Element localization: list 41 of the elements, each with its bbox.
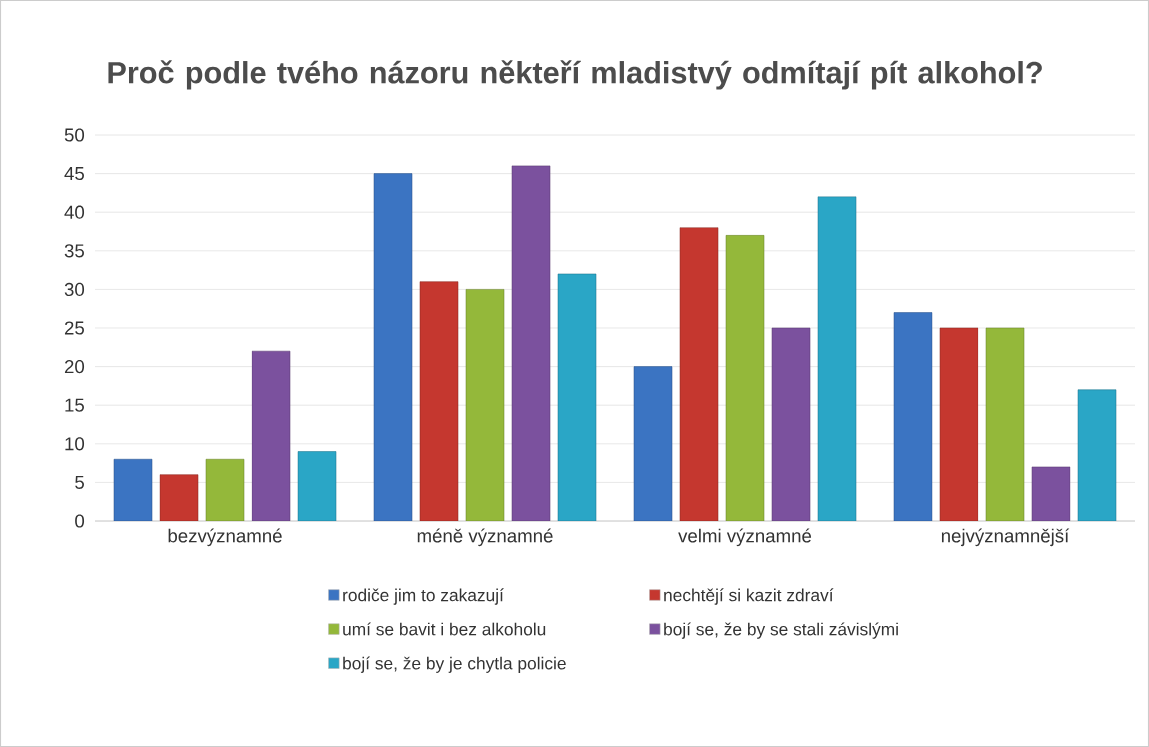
y-tick-label: 30 [64,282,85,297]
bar [373,173,413,521]
bar [939,327,979,521]
legend-label: nechtějí si kazit zdraví [664,588,834,605]
bar [725,235,765,521]
bar [159,474,199,521]
bar [251,350,291,521]
bar [113,458,153,521]
x-tick-label: velmi významné [678,528,812,547]
bar [419,281,459,521]
bar [817,196,857,521]
bar [1031,466,1071,521]
y-tick-label: 10 [65,437,85,451]
chart-title: Proč podle tvého názoru někteří mladistvý odmítají pít alkohol? [108,60,1042,90]
y-tick-label: 25 [64,321,84,335]
y-tick-label: 40 [64,205,85,219]
bar [557,273,597,521]
bar [297,451,337,521]
x-tick-label: méně významné [417,528,553,547]
bar [633,366,673,521]
legend-label: rodiče jim to zakazují [343,588,504,605]
y-tick-label: 15 [65,398,84,412]
bar [465,289,505,521]
y-tick-label: 45 [64,167,84,181]
y-tick-label: 35 [64,244,84,258]
x-tick-label: nejvýznamnější [941,528,1070,547]
bar [511,165,551,521]
bar [1077,389,1117,521]
bar [679,227,719,521]
legend-label: bojí se, že by je chytla policie [343,656,566,673]
y-tick-label: 0 [75,514,85,528]
y-tick-label: 20 [64,359,85,374]
legend-label: umí se bavit i bez alkoholu [343,622,546,636]
y-tick-label: 50 [64,128,85,142]
bar [893,312,933,521]
y-tick-label: 5 [75,475,84,489]
bar [205,458,245,521]
legend-label: bojí se, že by se stali závislými [664,622,898,639]
x-tick-label: bezvýznamné [168,528,282,547]
bar [771,327,811,521]
bar [985,327,1025,521]
